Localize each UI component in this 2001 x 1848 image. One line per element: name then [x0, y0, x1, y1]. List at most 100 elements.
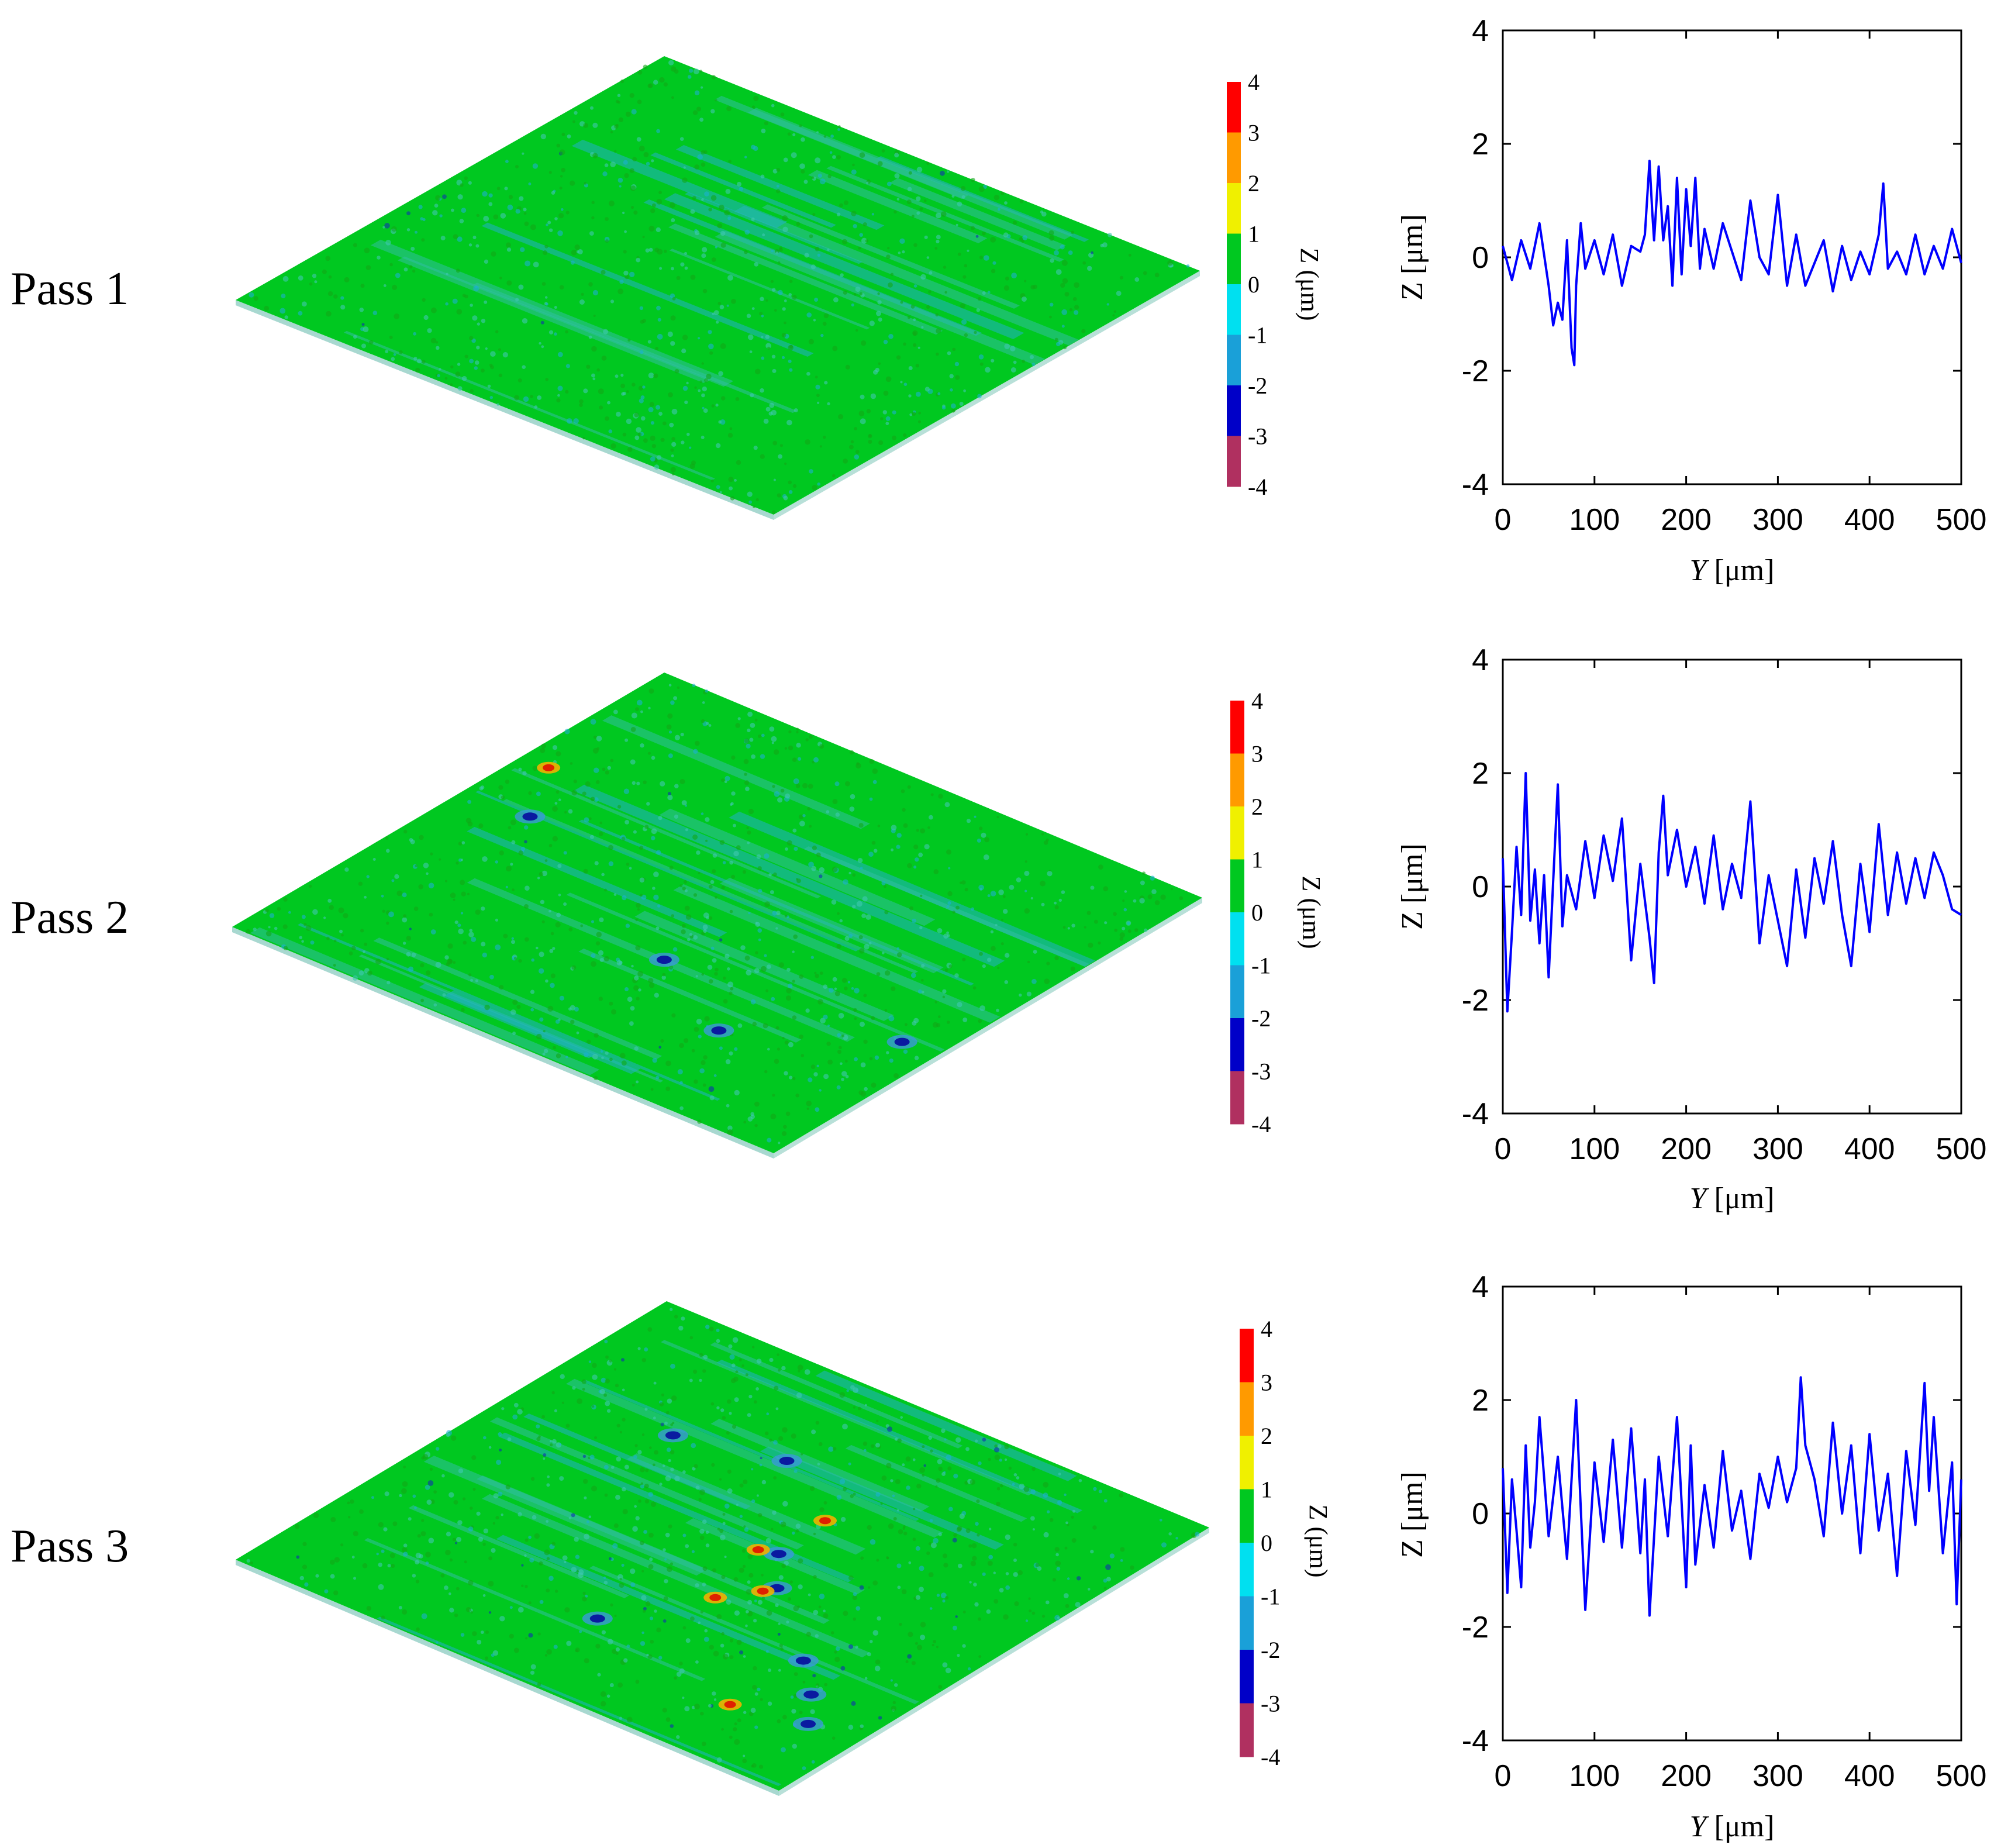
surface-speckle-dot	[548, 909, 551, 913]
surface-speckle-dot	[884, 910, 889, 915]
surface-speckle-dot	[975, 1439, 978, 1443]
surface-speckle-dot	[921, 990, 924, 994]
surface-speckle-dot	[760, 296, 764, 301]
surface-speckle-dot	[813, 757, 819, 763]
surface-speckle-dot	[480, 1630, 484, 1635]
colorbar-tick-label: 3	[1251, 741, 1263, 767]
surface-streak	[660, 1340, 1032, 1496]
surface-speckle-dot	[518, 767, 522, 771]
surface-speckle-dot	[574, 1006, 579, 1012]
surface-speckle-dot	[724, 775, 730, 781]
surface-speckle-dot	[495, 1516, 499, 1520]
surface-speckle-dot	[784, 321, 786, 325]
surface-speckle-dot	[885, 376, 892, 382]
surface-speckle-dot	[626, 863, 630, 866]
surface-speckle-dot	[529, 1557, 534, 1563]
surface-speckle-dot	[581, 1379, 586, 1384]
surface-speckle-dot	[788, 359, 792, 363]
surface-speckle-dot	[702, 289, 708, 294]
surface-speckle-dot	[376, 1553, 379, 1556]
surface-speckle-dot	[910, 305, 915, 309]
surface-speckle-dot	[622, 211, 625, 215]
y-tick-label: 2	[1472, 757, 1489, 791]
surface-speckle-dot	[580, 924, 583, 928]
surface-speckle-dot	[626, 1644, 630, 1648]
surface-speckle-dot	[439, 214, 443, 218]
surface-speckle-dot	[1063, 1593, 1069, 1598]
surface-speckle-dot	[951, 195, 955, 198]
surface-speckle-dot	[468, 932, 474, 937]
surface-speckle-dot	[525, 1585, 528, 1588]
surface-speckle-dot	[804, 253, 809, 258]
surface-speckle-dot	[937, 928, 943, 933]
surface-speckle-dot	[767, 1047, 770, 1051]
x-tick-label: 400	[1844, 1759, 1895, 1793]
surface-speckle-dot	[552, 745, 558, 750]
surface-speckle-dot	[472, 1631, 477, 1636]
surface-speckle-dot	[557, 230, 563, 236]
surface-speckle-dot	[901, 1589, 907, 1595]
surface-speckle-dot	[670, 1562, 673, 1566]
surface-speckle-dot	[584, 1658, 589, 1664]
surface-speckle-dot	[622, 1388, 625, 1392]
surface-speckle-dot	[786, 967, 791, 972]
surface-speckle-dot	[544, 244, 548, 249]
surface-speckle-dot	[842, 1423, 848, 1430]
surface-speckle-dot	[930, 793, 934, 797]
surface-speckle-dot	[670, 1308, 673, 1311]
colorbar-segment	[1230, 701, 1244, 754]
surface-speckle-dot	[687, 938, 691, 942]
surface-speckle-dot	[542, 1053, 546, 1056]
surface-speckle-dot	[938, 1532, 942, 1536]
surface-speckle-dot	[744, 250, 748, 254]
surface-speckle-dot	[641, 1595, 647, 1601]
surface-speckle-dot	[326, 311, 332, 317]
surface-speckle-dot	[553, 1644, 558, 1649]
surface-speckle-dot	[799, 124, 802, 127]
surface-speckle-dot	[717, 302, 722, 305]
surface-speckle-dot	[814, 298, 819, 302]
surface-speckle-dot	[694, 1079, 698, 1084]
surface-speckle-dot	[775, 911, 781, 915]
surface-speckle-dot	[999, 1484, 1003, 1488]
surface-speckle-dot	[396, 890, 402, 897]
surface-speckle-dot	[802, 814, 806, 818]
surface-speckle-dot	[420, 1531, 426, 1536]
surface-speckle-dot	[917, 989, 922, 994]
surface-speckle-dot	[775, 1026, 779, 1030]
surface-speckle-dot	[631, 109, 637, 115]
surface-speckle-dot	[656, 1628, 661, 1633]
surface-speckle-dot	[811, 176, 815, 180]
surface-speckle-dot	[446, 1432, 450, 1437]
surface-speckle-dot	[727, 275, 733, 281]
surface-speckle-dot	[333, 294, 338, 299]
surface-speckle-dot	[976, 308, 981, 312]
surface-speckle-dot	[670, 467, 676, 473]
surface-speckle-dot	[792, 133, 796, 136]
surface-speckle-dot	[848, 1644, 853, 1649]
surface-speckle-dot	[823, 1501, 827, 1505]
surface-speckle-dot	[895, 1479, 901, 1484]
surface-speckle-dot	[819, 1507, 824, 1512]
surface-speckle-dot	[426, 1499, 432, 1505]
surface-speckle-dot	[1046, 838, 1049, 842]
surface-speckle-dot	[246, 1559, 250, 1563]
surface-speckle-dot	[391, 879, 395, 882]
surface-speckle-dot	[826, 810, 830, 814]
surface-speckle-dot	[368, 340, 374, 345]
surface-speckle-dot	[765, 989, 769, 992]
surface-speckle-dot	[993, 1571, 996, 1574]
surface-speckle-dot	[782, 1427, 788, 1433]
surface-speckle-dot	[698, 1621, 701, 1625]
surface-speckle-dot	[598, 832, 603, 836]
surface-speckle-dot	[739, 1650, 744, 1655]
surface-speckle-dot	[784, 747, 788, 750]
surface-speckle-dot	[694, 164, 700, 170]
surface-speckle-dot	[1140, 880, 1145, 885]
surface-speckle-dot	[565, 211, 570, 215]
surface-speckle-dot	[943, 933, 948, 939]
surface-speckle-dot	[681, 923, 686, 928]
surface-speckle-dot	[453, 234, 458, 240]
surface-speckle-dot	[498, 1432, 502, 1436]
surface-speckle-dot	[660, 1422, 664, 1426]
